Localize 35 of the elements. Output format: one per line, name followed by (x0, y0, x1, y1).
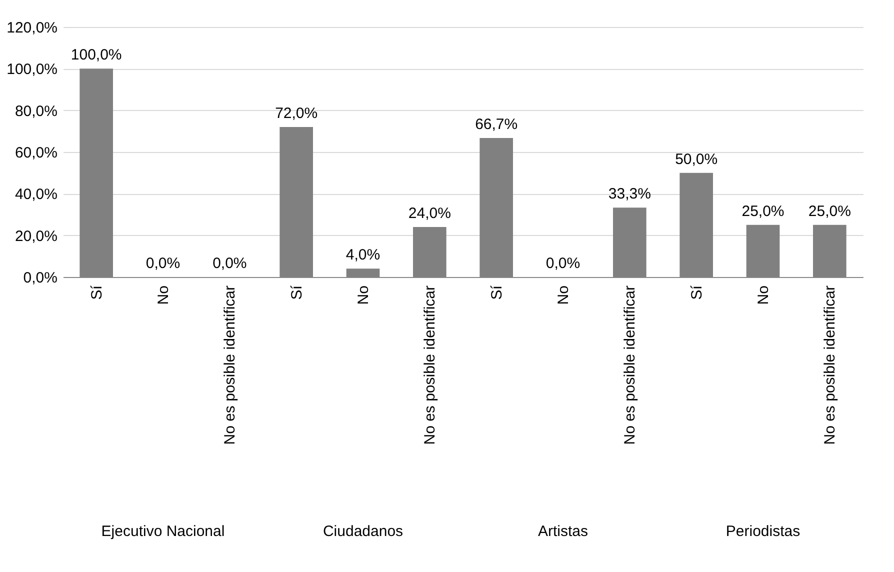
x-tick-label: No es posible identificar (822, 286, 839, 445)
x-tick-label: No (755, 286, 772, 305)
data-label: 50,0% (675, 150, 718, 168)
data-label: 100,0% (70, 46, 122, 64)
data-label: 25,0% (742, 202, 784, 220)
text: Periodistas (726, 523, 800, 540)
x-tick-label: No (555, 286, 572, 305)
y-tick-label: 120,0% (6, 20, 58, 36)
x-tick-label: No (155, 286, 172, 305)
x-tick-label: Sí (88, 284, 106, 300)
y-tick-label: 80,0% (14, 102, 58, 120)
x-tick-label: Sí (688, 284, 706, 300)
data-label: 33,3% (608, 186, 651, 203)
y-tick-label: 0,0% (23, 270, 58, 286)
text: Ejecutivo Nacional (101, 523, 225, 540)
text: Ciudadanos (322, 523, 404, 540)
y-tick-label: 100,0% (6, 61, 58, 78)
x-tick-label: No es posible identificar (622, 286, 639, 445)
data-label: 25,0% (808, 202, 851, 220)
data-label: 4,0% (346, 246, 380, 264)
data-label: 72,0% (275, 105, 318, 122)
data-label: 66,7% (475, 116, 518, 134)
x-tick-label: No es posible identificar (222, 286, 239, 445)
y-tick-label: 60,0% (14, 144, 58, 162)
x-tick-label: Sí (488, 284, 506, 300)
x-tick-label: No (355, 286, 372, 305)
y-tick-label: 20,0% (14, 228, 58, 245)
text: Artistas (538, 523, 588, 540)
y-tick-label: 40,0% (14, 186, 58, 204)
data-label: 0,0% (212, 255, 247, 272)
data-label: 24,0% (408, 205, 451, 222)
x-tick-label: No es posible identificar (422, 286, 439, 445)
data-label: 0,0% (146, 255, 180, 272)
x-tick-label: Sí (288, 284, 306, 300)
data-label: 0,0% (546, 255, 580, 272)
